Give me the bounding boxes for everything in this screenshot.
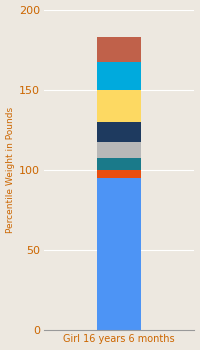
Bar (97, 90, 141, 121)
Bar (97, 169, 141, 177)
Bar (97, 37, 141, 62)
Bar (97, 158, 141, 169)
Bar (97, 177, 141, 330)
Y-axis label: Percentile Weight in Pounds: Percentile Weight in Pounds (6, 106, 15, 233)
Bar (97, 62, 141, 90)
Bar (97, 121, 141, 142)
Bar (97, 142, 141, 158)
